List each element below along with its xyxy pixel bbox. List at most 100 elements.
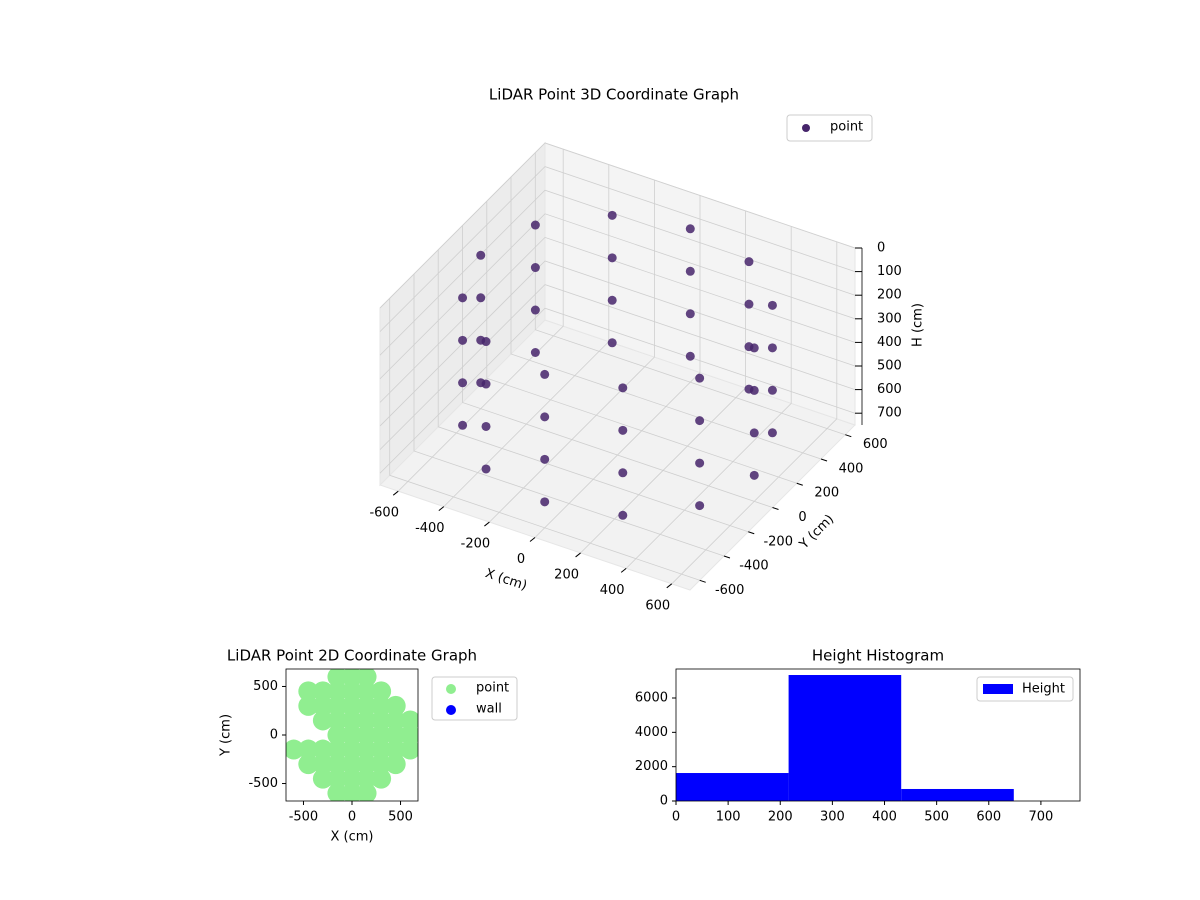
point — [342, 669, 362, 687]
point — [767, 343, 777, 353]
x-tick-label: 0 — [348, 810, 356, 825]
point — [385, 739, 406, 760]
point — [540, 454, 550, 464]
point — [481, 421, 491, 431]
point — [356, 783, 377, 801]
point — [327, 768, 348, 789]
y-tick-label: 200 — [814, 486, 839, 501]
point — [540, 369, 550, 379]
grid-line — [413, 274, 725, 557]
legend-marker — [446, 705, 456, 715]
plot-points — [286, 669, 418, 801]
point — [530, 263, 540, 273]
tick-mark — [772, 507, 779, 510]
point — [327, 681, 348, 702]
point — [342, 739, 362, 760]
legend-label: wall — [476, 702, 502, 717]
chart-2d: point wall -500 0 500 -500 0 500 LiDAR Point 2D … — [219, 647, 518, 845]
grid-line — [534, 195, 701, 538]
point — [312, 695, 333, 716]
tick-mark — [796, 482, 803, 486]
point — [385, 754, 406, 775]
point — [685, 224, 695, 234]
legend-marker — [802, 124, 810, 132]
point — [695, 458, 705, 468]
point — [607, 295, 617, 305]
point — [476, 335, 486, 345]
point — [327, 739, 348, 760]
point — [695, 501, 705, 511]
z-tick-label: 300 — [877, 311, 902, 326]
point — [385, 725, 406, 745]
point — [618, 425, 628, 435]
point — [540, 412, 550, 422]
point — [356, 681, 377, 702]
point — [685, 309, 695, 319]
grid-line — [379, 166, 856, 332]
point — [476, 250, 486, 260]
point — [458, 293, 468, 303]
point — [286, 739, 304, 760]
y-axis-label: Y (cm) — [219, 714, 234, 757]
point — [618, 383, 628, 393]
x-tick-label: 500 — [924, 810, 949, 825]
y-tick-label: 0 — [660, 794, 668, 809]
point — [298, 754, 319, 775]
point — [371, 710, 392, 731]
point — [312, 739, 333, 760]
legend-label: point — [476, 681, 509, 696]
point — [618, 468, 628, 478]
legend-box — [786, 114, 873, 142]
grid-line — [397, 149, 564, 492]
point — [385, 710, 406, 731]
point — [695, 416, 705, 426]
y-tick-label: 600 — [863, 437, 888, 452]
point — [342, 768, 362, 789]
y-tick-label: 0 — [798, 510, 806, 525]
tick-mark — [723, 555, 731, 559]
point — [312, 681, 333, 702]
y-tick-label: -500 — [248, 776, 278, 791]
y-tick-label: 2000 — [635, 759, 668, 774]
point — [356, 725, 377, 745]
point — [298, 681, 319, 702]
point — [749, 470, 759, 480]
x-tick-label: 100 — [716, 810, 741, 825]
point — [481, 464, 491, 474]
point — [744, 384, 754, 394]
x-tick-label: 500 — [388, 810, 413, 825]
x-tick-label: 700 — [1028, 810, 1053, 825]
grid-line — [379, 284, 856, 450]
point — [695, 373, 705, 383]
chart-3d: -600-400-2000200400600-600-400-200020040… — [369, 86, 925, 614]
grid-line — [389, 298, 700, 581]
point — [476, 378, 486, 388]
point — [371, 739, 392, 760]
point — [749, 428, 759, 438]
tick-mark — [438, 506, 445, 512]
tick-mark — [748, 531, 755, 535]
grid-line — [379, 307, 856, 474]
point — [342, 710, 362, 731]
point — [618, 510, 628, 520]
legend-box — [976, 676, 1074, 702]
grid-line — [510, 177, 822, 460]
point — [327, 783, 348, 801]
x-tick-label: -400 — [415, 521, 445, 536]
point — [767, 300, 777, 310]
chart-title: LiDAR Point 3D Coordinate Graph — [489, 86, 739, 104]
point — [327, 695, 348, 716]
x-tick-label: 0 — [517, 552, 525, 567]
tick-mark — [845, 434, 852, 438]
point — [371, 768, 392, 789]
point — [327, 725, 348, 745]
point — [530, 347, 540, 357]
point — [607, 210, 617, 220]
grid-line — [437, 249, 749, 533]
point — [356, 710, 377, 731]
legend-box — [431, 676, 518, 721]
point — [767, 428, 777, 438]
legend-label: point — [830, 120, 863, 135]
point — [458, 420, 468, 430]
